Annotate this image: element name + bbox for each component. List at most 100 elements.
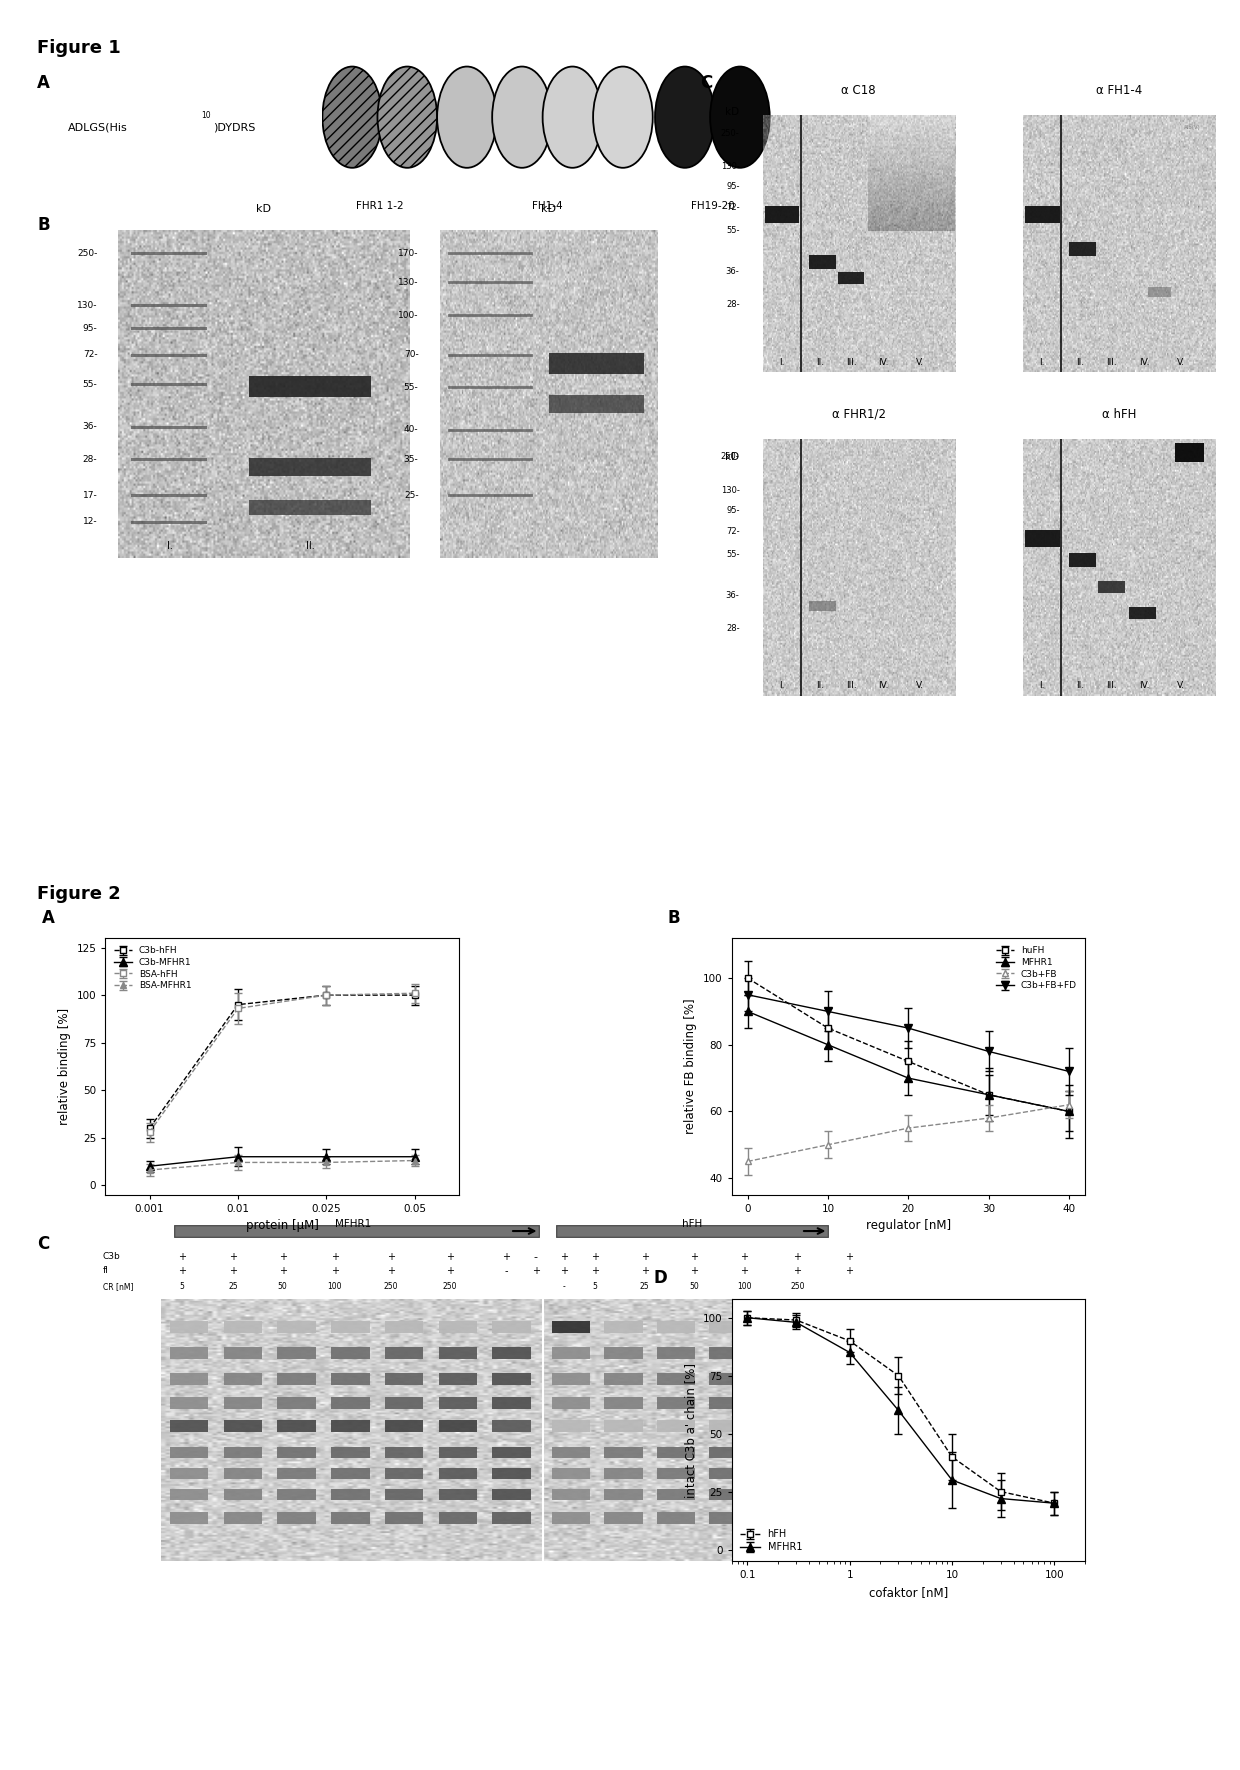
Bar [278, 1397, 316, 1409]
Text: 72-: 72- [83, 350, 98, 359]
Text: Alb(V): Alb(V) [1184, 126, 1200, 131]
Bar [384, 1489, 423, 1501]
Bar [278, 1512, 316, 1524]
Text: 72-: 72- [725, 204, 739, 212]
Text: 25-: 25- [404, 490, 419, 499]
Bar [815, 1397, 853, 1409]
X-axis label: protein [µM]: protein [µM] [246, 1220, 319, 1232]
Ellipse shape [322, 67, 382, 168]
Bar [492, 1489, 531, 1501]
Bar [439, 1467, 477, 1480]
Text: ← α'43: ← α'43 [872, 1489, 903, 1497]
Text: IV.: IV. [1138, 358, 1149, 366]
Text: 50: 50 [278, 1281, 288, 1292]
Text: α C18: α C18 [842, 83, 875, 97]
Bar [331, 1489, 370, 1501]
Bar [1174, 442, 1204, 462]
Bar [815, 1512, 853, 1524]
Text: 12-: 12- [83, 517, 98, 526]
Bar [552, 1489, 590, 1501]
Bar [331, 1446, 370, 1458]
Bar [1025, 205, 1059, 223]
Ellipse shape [593, 67, 652, 168]
Y-axis label: relative FB binding [%]: relative FB binding [%] [684, 998, 697, 1135]
Text: +: + [387, 1251, 394, 1262]
Bar [657, 1421, 696, 1432]
Text: +: + [502, 1251, 510, 1262]
Text: 72-: 72- [725, 527, 739, 536]
Bar [657, 1320, 696, 1333]
Text: I.: I. [167, 542, 174, 550]
Text: III.: III. [846, 358, 857, 366]
Bar [709, 1512, 748, 1524]
Bar [492, 1512, 531, 1524]
Text: V.: V. [1177, 358, 1184, 366]
Legend: huFH, MFHR1, C3b+FB, C3b+FB+FD: huFH, MFHR1, C3b+FB, C3b+FB+FD [992, 943, 1080, 995]
Bar [765, 205, 799, 223]
Text: 250: 250 [383, 1281, 398, 1292]
Bar [331, 1347, 370, 1359]
Bar [223, 1446, 262, 1458]
Text: kD: kD [255, 204, 272, 214]
Text: 5: 5 [180, 1281, 185, 1292]
Bar [815, 1320, 853, 1333]
Text: -: - [505, 1266, 507, 1276]
Text: +: + [331, 1251, 339, 1262]
Text: +: + [794, 1251, 801, 1262]
Text: II.: II. [816, 358, 825, 366]
Bar [1025, 529, 1059, 547]
Bar [331, 1374, 370, 1386]
Bar [170, 1489, 208, 1501]
Bar [223, 1347, 262, 1359]
Bar [278, 1421, 316, 1432]
Text: 17-: 17- [83, 490, 98, 499]
Bar [1128, 607, 1156, 619]
Bar [604, 1446, 642, 1458]
Bar [170, 1446, 208, 1458]
Bar [223, 1320, 262, 1333]
Text: ← α'46: ← α'46 [872, 1467, 903, 1476]
Text: 130-: 130- [720, 161, 739, 172]
Text: 95-: 95- [727, 506, 739, 515]
Bar [439, 1489, 477, 1501]
Text: +: + [846, 1251, 853, 1262]
Text: II.: II. [1076, 358, 1085, 366]
Bar [761, 1347, 801, 1359]
Text: IV.: IV. [878, 681, 889, 690]
Text: +: + [691, 1266, 698, 1276]
Ellipse shape [711, 67, 770, 168]
Bar [808, 255, 836, 269]
Text: kD: kD [725, 106, 739, 117]
Bar [492, 1397, 531, 1409]
Text: +: + [740, 1251, 748, 1262]
Bar [384, 1374, 423, 1386]
Text: ← MFHR1: ← MFHR1 [872, 1420, 914, 1430]
Text: +: + [794, 1266, 801, 1276]
Text: 95-: 95- [727, 182, 739, 191]
Bar [331, 1421, 370, 1432]
Bar [604, 1347, 642, 1359]
Bar [223, 1512, 262, 1524]
Bar [249, 458, 371, 476]
Text: FHR1 1-2: FHR1 1-2 [356, 202, 403, 211]
Text: 28-: 28- [725, 301, 739, 310]
Text: fl: fl [103, 1266, 109, 1276]
Bar [815, 1446, 853, 1458]
Bar [1069, 242, 1096, 257]
Bar [439, 1512, 477, 1524]
Bar [657, 1397, 696, 1409]
Text: 55-: 55- [404, 382, 419, 391]
Bar [384, 1512, 423, 1524]
Bar [384, 1467, 423, 1480]
Bar [170, 1467, 208, 1480]
Bar [439, 1374, 477, 1386]
Bar [492, 1320, 531, 1333]
Text: ← hFH: ← hFH [872, 1320, 900, 1329]
Bar [709, 1320, 748, 1333]
Bar [709, 1374, 748, 1386]
Text: α FHR1/2: α FHR1/2 [832, 407, 885, 421]
Legend: hFH, MFHR1: hFH, MFHR1 [737, 1526, 806, 1556]
Text: +: + [446, 1251, 454, 1262]
Bar [384, 1347, 423, 1359]
Bar [709, 1347, 748, 1359]
